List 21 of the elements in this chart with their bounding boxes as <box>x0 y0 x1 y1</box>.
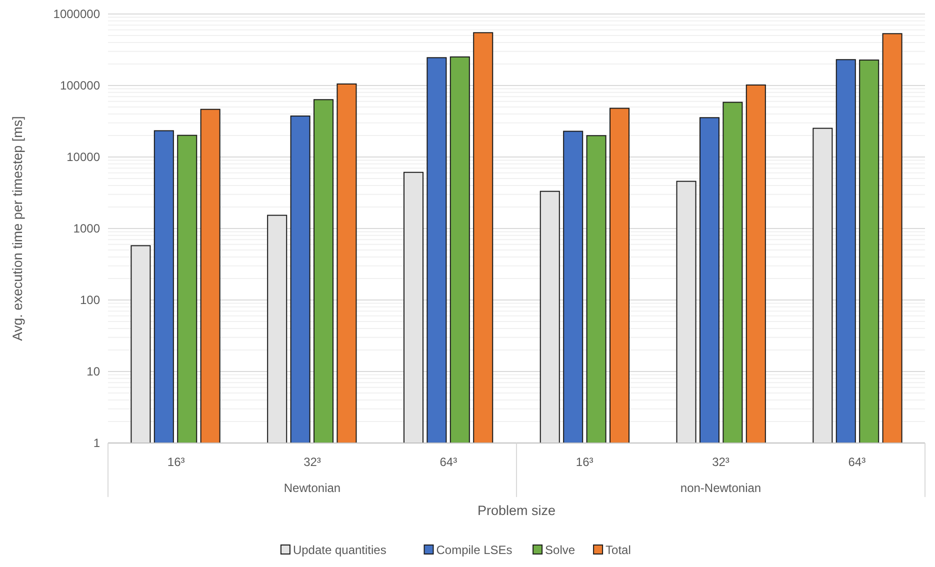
x-tick-label: 32³ <box>304 455 321 469</box>
x-tick-label: 64³ <box>848 455 866 469</box>
x-axis-title: Problem size <box>477 503 556 518</box>
y-tick-label: 100 <box>80 293 100 308</box>
y-tick-label: 1 <box>93 436 100 450</box>
x-tick-label: 64³ <box>440 455 458 469</box>
x-tick-label: 16³ <box>576 455 594 469</box>
text: Newtonian <box>284 481 341 495</box>
legend-label: Solve <box>545 543 576 557</box>
y-tick-label: 100000 <box>60 78 100 93</box>
y-axis-title: Avg. execution time per timestep [ms] <box>10 116 25 341</box>
x-tick-label: 32³ <box>712 455 730 469</box>
legend-label: Total <box>606 543 631 557</box>
legend-label: Compile LSEs <box>436 543 512 557</box>
x-tick-label: 16³ <box>167 455 185 469</box>
y-tick-label: 10 <box>86 364 100 379</box>
y-tick-label: 1000 <box>73 222 100 236</box>
text: non-Newtonian <box>680 481 762 495</box>
legend-label: Update quantities <box>292 543 386 557</box>
y-tick-label: 10000 <box>66 150 100 164</box>
y-tick-label: 1000000 <box>53 7 100 22</box>
